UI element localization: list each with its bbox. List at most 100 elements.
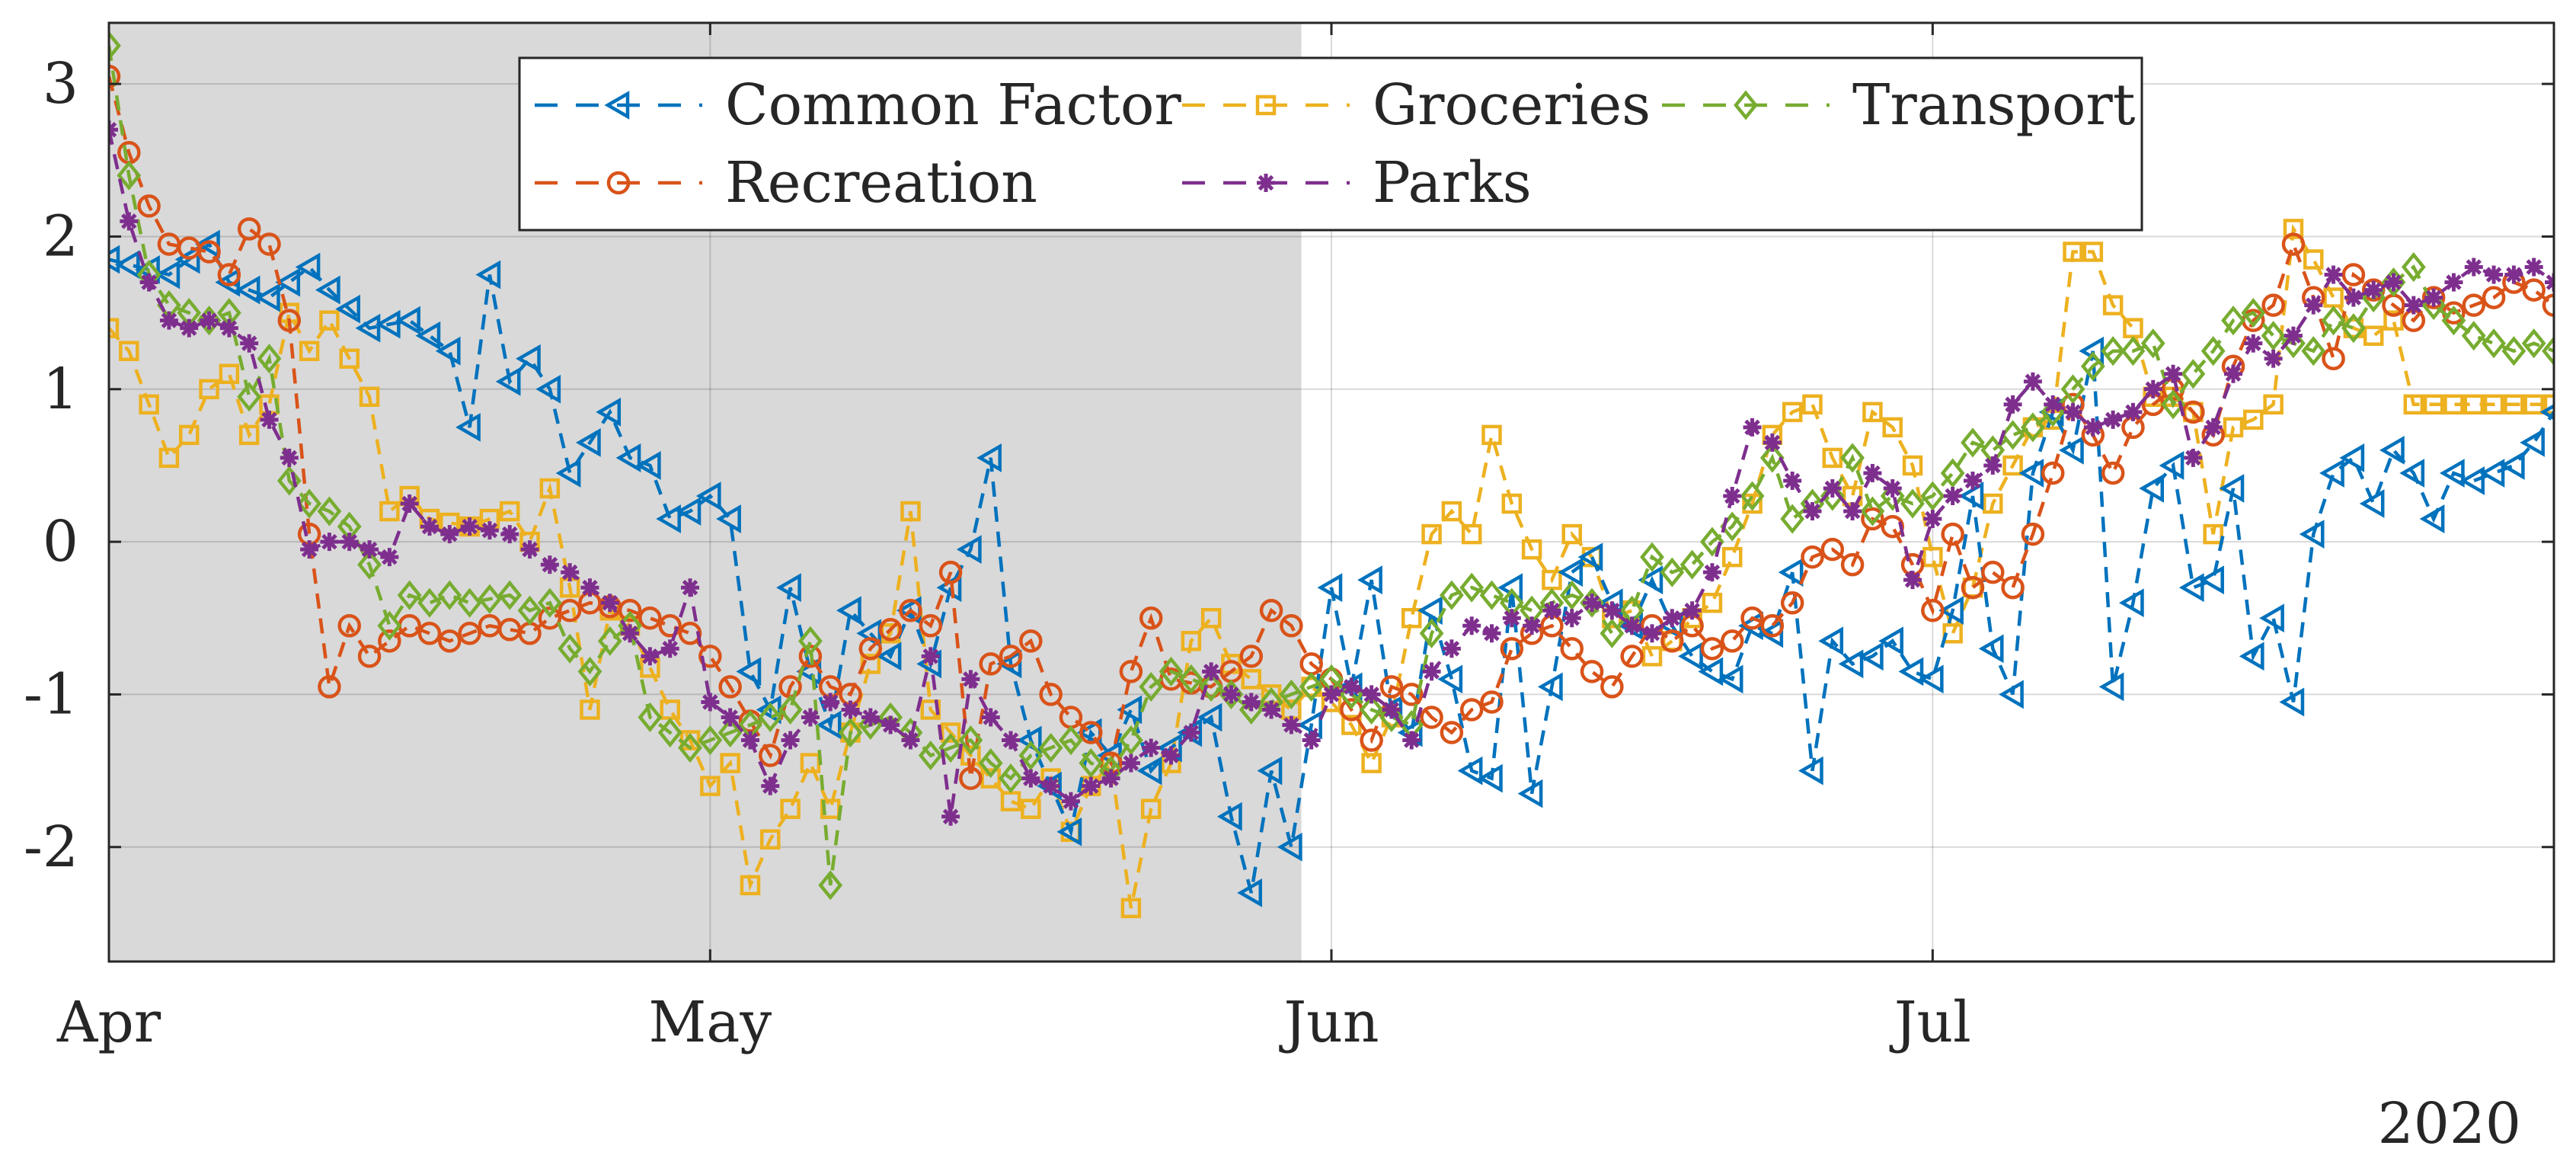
data-point-parks bbox=[1342, 677, 1361, 696]
data-point-recreation bbox=[277, 309, 302, 332]
data-point-transport bbox=[1900, 488, 1925, 519]
data-point-groceries bbox=[2543, 394, 2554, 415]
data-point-common-factor bbox=[1136, 756, 1162, 786]
asterisk-stroke bbox=[1043, 778, 1059, 794]
asterisk-stroke bbox=[561, 564, 578, 581]
asterisk-stroke bbox=[281, 450, 298, 466]
data-point-parks bbox=[1162, 746, 1181, 765]
data-point-parks bbox=[1181, 723, 1200, 742]
data-point-parks bbox=[1562, 609, 1581, 628]
data-point-groceries bbox=[2363, 325, 2384, 346]
data-point-common-factor bbox=[215, 267, 241, 297]
data-point-parks bbox=[1082, 776, 1101, 795]
data-point-parks bbox=[901, 731, 920, 750]
data-point-transport bbox=[237, 382, 262, 412]
data-point-parks bbox=[1041, 776, 1060, 795]
data-point-groceries bbox=[119, 341, 139, 361]
asterisk-stroke bbox=[442, 526, 458, 542]
asterisk-stroke bbox=[1964, 472, 1981, 489]
data-point-transport bbox=[1439, 580, 1464, 610]
data-point-parks bbox=[701, 693, 720, 712]
asterisk-stroke bbox=[1183, 725, 1200, 741]
data-point-groceries bbox=[1401, 608, 1422, 629]
data-point-common-factor bbox=[2299, 520, 2325, 549]
data-point-transport bbox=[1780, 504, 1805, 534]
data-point-transport bbox=[2542, 336, 2554, 366]
data-point-common-factor bbox=[1257, 756, 1283, 786]
asterisk-stroke bbox=[822, 694, 839, 710]
asterisk-stroke bbox=[1824, 480, 1841, 497]
asterisk-stroke bbox=[2546, 280, 2554, 290]
data-point-parks bbox=[360, 540, 379, 559]
data-point-recreation bbox=[2482, 286, 2506, 309]
data-point-parks bbox=[1502, 609, 1521, 628]
data-point-transport bbox=[1840, 443, 1865, 473]
data-point-transport bbox=[1118, 725, 1143, 756]
data-point-recreation bbox=[878, 618, 903, 642]
data-point-recreation bbox=[1801, 545, 1824, 569]
data-point-groceries bbox=[1140, 798, 1162, 819]
data-point-parks bbox=[1302, 731, 1321, 750]
data-point-recreation bbox=[337, 614, 361, 638]
data-point-parks bbox=[921, 647, 940, 666]
data-point-groceries bbox=[2082, 242, 2104, 262]
data-point-groceries bbox=[109, 318, 120, 338]
data-point-transport bbox=[1880, 481, 1905, 511]
asterisk-stroke bbox=[161, 312, 177, 328]
data-point-recreation bbox=[1780, 590, 1804, 615]
data-point-common-factor bbox=[195, 229, 220, 259]
asterisk-stroke bbox=[1163, 747, 1179, 763]
data-point-recreation bbox=[1039, 683, 1063, 706]
legend: Common Factor Groceries Transport Recreatio… bbox=[518, 56, 2143, 232]
data-point-transport bbox=[1379, 702, 1404, 733]
data-point-common-factor bbox=[1437, 664, 1463, 694]
data-point-groceries bbox=[2002, 455, 2023, 476]
data-point-parks bbox=[1322, 685, 1341, 704]
data-point-parks bbox=[1542, 601, 1561, 620]
asterisk-stroke bbox=[1403, 732, 1420, 748]
data-point-parks bbox=[2044, 395, 2063, 414]
data-point-common-factor bbox=[1698, 657, 1724, 686]
data-point-transport bbox=[1159, 656, 1184, 686]
asterisk-stroke bbox=[1584, 594, 1600, 611]
data-point-recreation bbox=[1580, 660, 1604, 683]
data-point-groceries bbox=[1922, 546, 1943, 568]
data-point-groceries bbox=[2063, 242, 2083, 262]
data-point-parks bbox=[240, 334, 259, 353]
data-point-common-factor bbox=[1978, 634, 2004, 664]
asterisk-stroke bbox=[1804, 503, 1820, 520]
data-point-parks bbox=[420, 517, 439, 536]
asterisk-stroke bbox=[1564, 610, 1580, 626]
data-point-recreation bbox=[1921, 599, 1945, 622]
data-point-common-factor bbox=[2439, 459, 2465, 488]
data-point-parks bbox=[2284, 326, 2303, 345]
data-point-transport bbox=[1018, 740, 1044, 771]
data-point-groceries bbox=[158, 447, 180, 469]
data-point-parks bbox=[781, 731, 800, 750]
data-point-parks bbox=[2404, 296, 2423, 315]
asterisk-stroke bbox=[2446, 274, 2462, 290]
asterisk-stroke bbox=[1604, 602, 1620, 619]
data-point-parks bbox=[2444, 273, 2463, 292]
asterisk-stroke bbox=[2245, 335, 2261, 351]
asterisk-stroke bbox=[1443, 641, 1460, 657]
year-label: 2020 bbox=[2378, 1091, 2521, 1157]
data-point-common-factor bbox=[455, 412, 481, 442]
data-point-parks bbox=[1663, 609, 1682, 628]
data-point-parks bbox=[881, 715, 900, 734]
data-point-recreation bbox=[658, 614, 682, 638]
data-point-common-factor bbox=[716, 504, 741, 533]
data-point-recreation bbox=[1280, 614, 1303, 638]
data-point-common-factor bbox=[656, 504, 681, 533]
series-line-transport bbox=[109, 45, 2554, 886]
asterisk-stroke bbox=[1063, 793, 1079, 809]
data-point-parks bbox=[1061, 792, 1080, 811]
data-point-groceries bbox=[740, 875, 761, 896]
asterisk-stroke bbox=[221, 320, 238, 336]
data-point-common-factor bbox=[516, 344, 541, 373]
data-point-transport bbox=[2441, 306, 2466, 336]
data-point-recreation bbox=[2522, 278, 2546, 302]
data-point-groceries bbox=[760, 829, 781, 850]
data-point-transport bbox=[1059, 725, 1083, 756]
data-point-transport bbox=[1559, 580, 1584, 610]
